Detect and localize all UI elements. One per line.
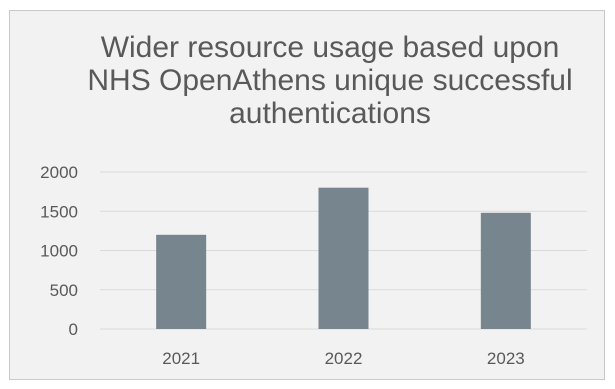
bar-2021 <box>156 234 207 329</box>
y-tick-label-1500: 1500 <box>40 202 78 221</box>
x-tick-label-2021: 2021 <box>162 349 200 368</box>
x-tick-label-2022: 2022 <box>325 349 363 368</box>
bar-2023 <box>480 212 531 329</box>
y-tick-label-500: 500 <box>50 281 78 300</box>
y-tick-label-2000: 2000 <box>40 163 78 182</box>
y-tick-label-1000: 1000 <box>40 242 78 261</box>
x-axis-tick-labels: 2021 2022 2023 <box>162 349 524 368</box>
x-tick-label-2023: 2023 <box>487 349 525 368</box>
chart-title: Wider resource usage based upon NHS Open… <box>87 31 573 130</box>
chart-frame: Wider resource usage based upon NHS Open… <box>9 10 605 380</box>
y-axis-tick-labels: 0 500 1000 1500 2000 <box>40 163 78 339</box>
bar-2022 <box>318 187 369 329</box>
y-tick-label-0: 0 <box>69 320 78 339</box>
bars <box>156 187 531 329</box>
